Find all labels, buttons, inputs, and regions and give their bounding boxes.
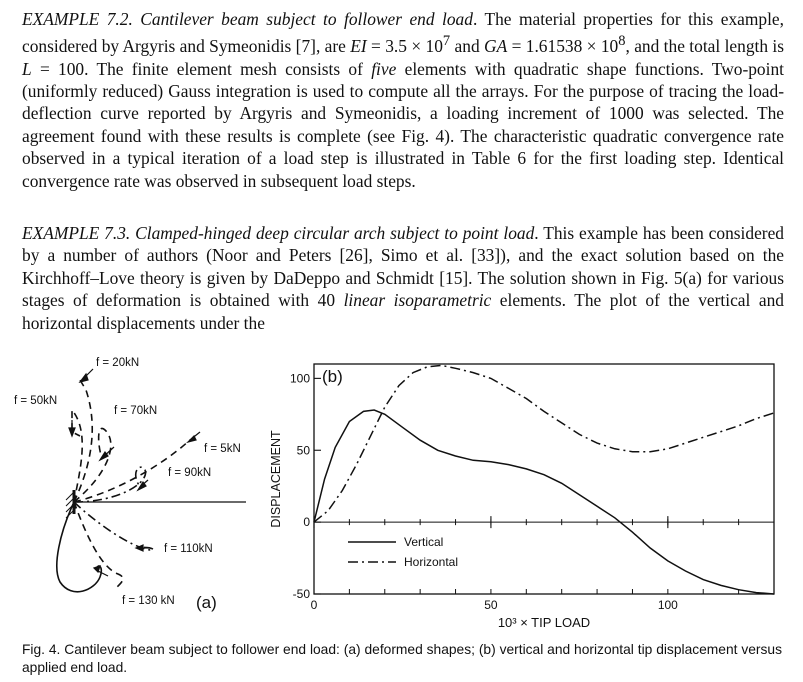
chart-frame [313, 363, 775, 595]
load-labels: f = 20kN f = 50kN f = 70kN f = 5kN f = 9… [14, 357, 241, 607]
load-arrows [68, 368, 201, 577]
p1-text-7: elements with quadratic shape functions.… [22, 58, 784, 191]
shape-f-50 [71, 407, 83, 503]
y-tick-label: 50 [297, 443, 311, 457]
p1-five: five [371, 58, 397, 79]
example-7-2-heading: EXAMPLE 7.2. Cantilever beam subject to … [22, 9, 473, 29]
shape-f-70 [73, 427, 112, 503]
panel-label-a: (a) [196, 593, 217, 612]
y-tick-label: 100 [290, 371, 310, 385]
p1-text-2: = 3.5 × 10 [366, 36, 443, 57]
legend-label-horizontal: Horizontal [404, 555, 458, 569]
y-tick-label: 0 [303, 515, 310, 529]
label-f-90: f = 90kN [168, 467, 211, 479]
p1-text-1: . The material properties for this examp… [22, 9, 784, 57]
p1-exp-7: 7 [442, 33, 451, 50]
panel-label-b: (b) [322, 367, 343, 386]
chart-series [313, 364, 775, 595]
label-f-20: f = 20kN [96, 357, 139, 369]
x-axis-label: 10³ × TIP LOAD [498, 615, 590, 630]
shape-loop [73, 501, 124, 589]
label-f-130: f = 130 kN [122, 595, 175, 607]
plot-border [313, 363, 775, 595]
y-axis-label: DISPLACEMENT [269, 430, 283, 528]
label-f-70: f = 70kN [114, 405, 157, 417]
shape-f-130 [56, 501, 103, 593]
figure-caption: Fig. 4. Cantilever beam subject to follo… [22, 641, 782, 677]
chart-legend: Vertical Horizontal [348, 535, 458, 569]
x-tick-label: 100 [658, 598, 678, 612]
shape-f-110 [73, 501, 155, 551]
p1-ga: GA [484, 36, 508, 57]
p1-text-4: = 1.61538 × 10 [507, 36, 619, 57]
p2-text-2: elements. The plot of the vertical and h… [22, 290, 784, 333]
example-7-3-heading: EXAMPLE 7.3. Clamped-hinged deep circula… [22, 223, 535, 243]
x-tick-label: 50 [484, 598, 498, 612]
deformed-shape-curves [56, 379, 246, 593]
paragraph-example-7-2: EXAMPLE 7.2. Cantilever beam subject to … [22, 8, 784, 192]
p2-text-1: . This example has been considered by a … [22, 223, 784, 311]
p1-text-5: , and the total length is [625, 36, 785, 57]
caption-label: Fig. 4. [22, 642, 61, 657]
y-tick-label: -50 [293, 587, 311, 601]
label-f-50: f = 50kN [14, 395, 57, 407]
series-horizontal [313, 364, 775, 523]
legend-label-vertical: Vertical [404, 535, 443, 549]
figure-a-deformed-shapes: f = 20kN f = 50kN f = 70kN f = 5kN f = 9… [14, 357, 246, 612]
label-f-5: f = 5kN [204, 443, 241, 455]
paragraph-example-7-3: EXAMPLE 7.3. Clamped-hinged deep circula… [22, 222, 784, 334]
p2-linear: linear isoparametric [343, 290, 492, 311]
series-vertical [313, 409, 775, 595]
p1-text-6: = 100. The finite element mesh consists … [31, 58, 372, 79]
p1-l: L [22, 58, 32, 79]
p1-ei: EI [350, 36, 367, 57]
caption-text: Cantilever beam subject to follower end … [22, 642, 782, 675]
p1-exp-8: 8 [618, 33, 626, 50]
label-f-110: f = 110kN [164, 543, 213, 555]
shape-f-90 [73, 466, 147, 503]
p1-text-3: and [450, 36, 485, 57]
x-tick-label: 0 [311, 598, 318, 612]
shape-f-20 [73, 379, 93, 503]
